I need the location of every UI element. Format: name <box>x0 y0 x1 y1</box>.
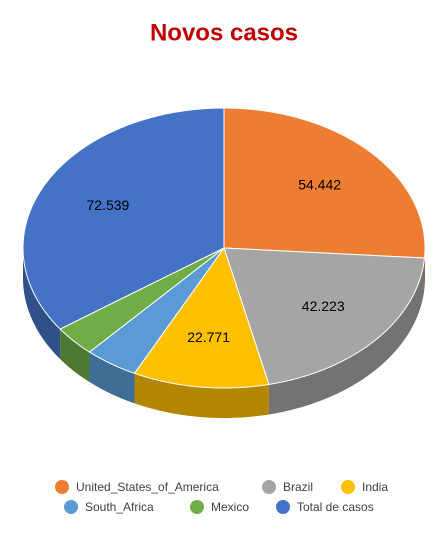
data-label: 72.539 <box>86 197 129 213</box>
legend-label: Mexico <box>211 500 249 514</box>
slice-side <box>134 373 269 418</box>
legend-label: South_Africa <box>85 500 154 514</box>
slice <box>223 247 426 386</box>
legend-label: India <box>362 480 388 494</box>
legend-marker <box>190 500 204 514</box>
slice <box>88 247 225 374</box>
slice <box>223 107 426 259</box>
data-label: 42.223 <box>302 298 345 314</box>
legend-label: Brazil <box>283 480 313 494</box>
slice-side <box>60 329 90 383</box>
legend-marker <box>64 500 78 514</box>
slice-side <box>23 248 61 360</box>
legend-label: Total de casos <box>297 500 374 514</box>
slice <box>133 246 270 389</box>
slice <box>22 107 225 330</box>
legend-label: United_States_of_America <box>76 480 219 494</box>
legend-marker <box>262 480 276 494</box>
legend-marker <box>341 480 355 494</box>
chart-title: Novos casos <box>150 19 298 46</box>
slice-side <box>89 352 135 404</box>
slice <box>59 247 225 353</box>
data-label: 54.442 <box>298 177 341 193</box>
legend-marker <box>276 500 290 514</box>
data-label: 22.771 <box>187 329 230 345</box>
legend-marker <box>55 480 69 494</box>
